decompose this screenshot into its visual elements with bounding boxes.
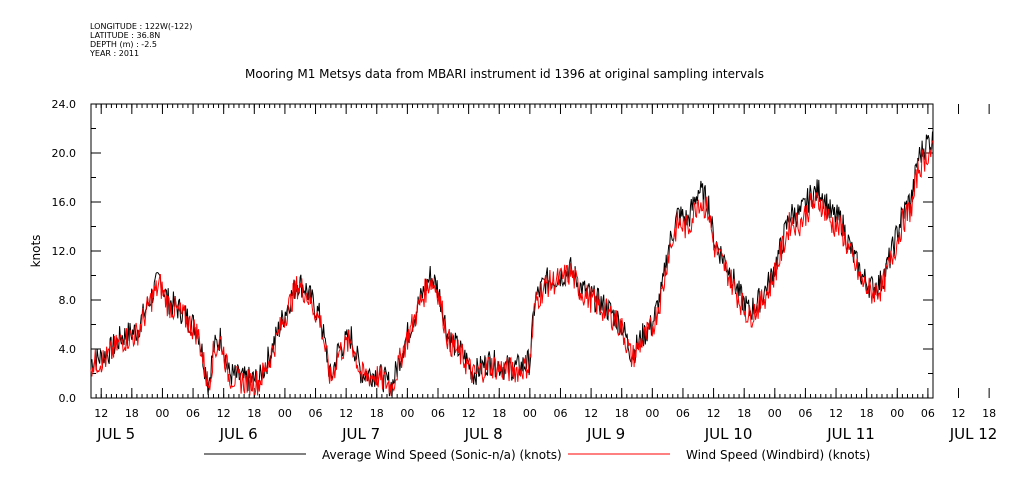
y-tick-label: 4.0 [59,343,77,356]
x-hour-label: 00 [523,407,537,420]
legend-label-average: Average Wind Speed (Sonic-n/a) (knots) [322,448,562,462]
x-hour-label: 18 [860,407,874,420]
x-date-label: JUL 9 [586,425,625,443]
x-hour-label: 12 [707,407,721,420]
legend: Average Wind Speed (Sonic-n/a) (knots) Wi… [204,448,870,462]
x-date-label: JUL 7 [341,425,380,443]
x-hour-label: 00 [400,407,414,420]
x-date-label: JUL 5 [96,425,135,443]
series-lines [90,131,933,397]
average-wind-speed-line [90,131,933,397]
axes [90,103,990,399]
y-tick-label: 8.0 [59,294,77,307]
x-date-label: JUL 6 [219,425,258,443]
longitude-text: LONGITUDE : 122W(-122) [90,22,193,31]
x-hour-label: 00 [768,407,782,420]
x-hour-label: 18 [125,407,139,420]
x-hour-label: 12 [339,407,353,420]
tick-labels: 0.0 4.0 8.0 12.0 16.0 20.0 24.0 knots 12 18 00 06 12… [29,98,998,443]
x-hour-label: 00 [890,407,904,420]
y-tick-label: 16.0 [52,196,77,209]
x-hour-label: 06 [431,407,445,420]
x-hour-label: 00 [155,407,169,420]
x-hour-label: 06 [553,407,567,420]
windbird-wind-speed-line [90,140,933,397]
x-hour-label: 18 [492,407,506,420]
x-date-label: JUL 12 [949,425,998,443]
y-tick-label: 24.0 [52,98,77,111]
x-hour-label: 18 [737,407,751,420]
metadata-block: LONGITUDE : 122W(-122) LATITUDE : 36.8N … [90,22,192,58]
x-hour-label: 00 [278,407,292,420]
x-hour-label: 06 [921,407,935,420]
x-hour-label: 06 [798,407,812,420]
chart-title: Mooring M1 Metsys data from MBARI instru… [245,67,764,81]
y-tick-label: 12.0 [52,245,77,258]
x-hour-label: 18 [615,407,629,420]
x-hour-label: 12 [829,407,843,420]
y-tick-label: 20.0 [52,147,77,160]
x-hour-label: 06 [676,407,690,420]
x-hour-label: 18 [370,407,384,420]
y-axis-label: knots [29,235,43,268]
x-hour-label: 18 [247,407,261,420]
x-hour-label: 06 [309,407,323,420]
y-tick-label: 0.0 [59,392,77,405]
legend-label-windbird: Wind Speed (Windbird) (knots) [686,448,870,462]
x-hour-label: 00 [645,407,659,420]
x-date-label: JUL 11 [826,425,875,443]
x-hour-label: 12 [462,407,476,420]
x-hour-label: 18 [982,407,996,420]
x-date-label: JUL 10 [704,425,753,443]
x-hour-label: 12 [584,407,598,420]
x-hour-label: 12 [217,407,231,420]
x-hour-label: 12 [952,407,966,420]
depth-text: DEPTH (m) : -2.5 [90,40,157,49]
x-hour-label: 06 [186,407,200,420]
x-date-label: JUL 8 [464,425,503,443]
year-text: YEAR : 2011 [90,49,140,58]
x-hour-label: 12 [94,407,108,420]
latitude-text: LATITUDE : 36.8N [90,31,161,40]
